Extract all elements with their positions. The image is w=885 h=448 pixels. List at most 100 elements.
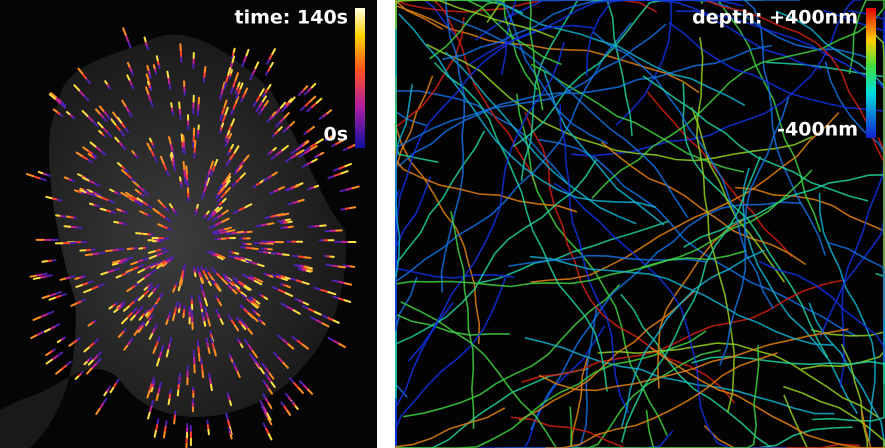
streak bbox=[238, 206, 247, 212]
streak bbox=[56, 339, 62, 344]
streak bbox=[180, 279, 184, 286]
streak bbox=[232, 276, 241, 283]
depth-max-label: depth: +400nm bbox=[692, 7, 858, 29]
streak bbox=[121, 317, 128, 325]
streak bbox=[225, 172, 232, 180]
streak bbox=[277, 334, 285, 341]
streak bbox=[120, 169, 128, 175]
streak bbox=[48, 296, 56, 301]
streak bbox=[155, 55, 159, 62]
streak bbox=[146, 285, 154, 293]
streak bbox=[343, 299, 352, 303]
streak bbox=[278, 289, 287, 294]
filament bbox=[469, 0, 745, 65]
streak bbox=[208, 223, 217, 230]
streak bbox=[29, 274, 37, 278]
filament bbox=[433, 61, 608, 392]
streak bbox=[337, 280, 347, 285]
streak bbox=[271, 111, 278, 119]
streak bbox=[238, 280, 246, 287]
streak bbox=[228, 400, 233, 407]
streak bbox=[207, 166, 212, 176]
streak bbox=[243, 285, 250, 291]
streak bbox=[79, 187, 84, 191]
streak bbox=[159, 155, 165, 165]
streak bbox=[251, 302, 259, 309]
streak bbox=[81, 72, 88, 80]
streak bbox=[117, 333, 123, 338]
streak bbox=[126, 287, 132, 293]
streak bbox=[112, 267, 121, 272]
streak bbox=[298, 152, 307, 158]
filament bbox=[512, 0, 723, 148]
streak bbox=[224, 179, 231, 188]
streak bbox=[54, 96, 62, 103]
streak bbox=[143, 36, 147, 43]
streak bbox=[269, 61, 274, 68]
streak bbox=[145, 73, 150, 81]
streak bbox=[130, 261, 138, 266]
streak bbox=[86, 114, 94, 122]
streak bbox=[203, 306, 208, 315]
streak bbox=[25, 173, 35, 178]
streak bbox=[122, 305, 130, 312]
streak bbox=[148, 405, 153, 414]
filament bbox=[420, 0, 537, 187]
streak bbox=[268, 274, 274, 278]
streak bbox=[88, 202, 94, 206]
streak bbox=[134, 188, 140, 193]
streak bbox=[224, 106, 229, 116]
streak bbox=[146, 389, 151, 399]
streak bbox=[244, 87, 249, 94]
streak bbox=[313, 286, 323, 291]
streak bbox=[200, 276, 205, 284]
streak bbox=[97, 121, 104, 129]
streak bbox=[263, 100, 269, 107]
streak bbox=[302, 301, 310, 306]
streak bbox=[277, 126, 283, 132]
streak bbox=[221, 197, 227, 203]
filament bbox=[783, 385, 885, 448]
streak bbox=[136, 197, 144, 203]
filament bbox=[395, 24, 594, 331]
streak bbox=[204, 273, 209, 280]
streak bbox=[181, 145, 185, 154]
streak bbox=[77, 173, 83, 177]
streak bbox=[148, 262, 157, 268]
filament bbox=[553, 182, 787, 448]
streak bbox=[282, 361, 289, 369]
streak bbox=[229, 151, 236, 160]
filament bbox=[559, 104, 630, 414]
filament bbox=[530, 112, 840, 283]
filament bbox=[742, 167, 858, 415]
streak bbox=[311, 158, 318, 163]
filament bbox=[554, 356, 642, 448]
filament bbox=[396, 330, 707, 448]
streak bbox=[207, 428, 210, 436]
streak bbox=[301, 343, 309, 350]
streak bbox=[239, 82, 244, 90]
streak bbox=[163, 216, 171, 223]
streak bbox=[200, 364, 204, 373]
depth-colorbar bbox=[866, 8, 876, 138]
streak bbox=[155, 393, 160, 401]
streak bbox=[251, 247, 259, 251]
streak bbox=[207, 318, 211, 327]
streak bbox=[207, 347, 211, 355]
streak bbox=[209, 160, 214, 169]
streak bbox=[135, 232, 143, 235]
streak bbox=[199, 283, 204, 293]
streak bbox=[285, 285, 291, 289]
streak bbox=[304, 139, 309, 144]
streak bbox=[137, 268, 146, 274]
streak bbox=[173, 307, 177, 316]
streak bbox=[233, 145, 240, 154]
streak bbox=[75, 284, 83, 288]
streak bbox=[120, 191, 129, 198]
streak bbox=[261, 362, 267, 370]
streak bbox=[252, 99, 258, 108]
streak bbox=[333, 172, 343, 177]
streak bbox=[281, 253, 290, 257]
streak bbox=[219, 230, 229, 234]
